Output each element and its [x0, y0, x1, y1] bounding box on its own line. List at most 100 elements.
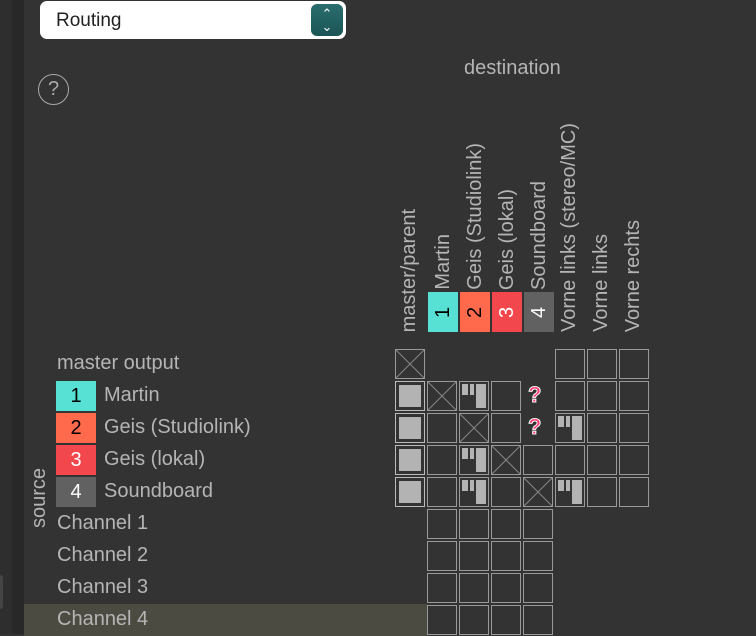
cross-icon — [460, 414, 488, 442]
column-badge: 2 — [460, 292, 490, 332]
column-label: Geis (lokal) — [496, 188, 518, 290]
full-route-icon — [399, 417, 421, 439]
routing-cell-partial[interactable] — [555, 413, 585, 443]
routing-cell-empty[interactable] — [587, 477, 617, 507]
routing-cell-full[interactable] — [395, 445, 425, 475]
partial-route-icon — [462, 448, 486, 472]
column-label: master/parent — [398, 208, 420, 332]
source-row[interactable]: 4 Soundboard — [24, 476, 427, 508]
column-label: Vorne links (stereo/MC) — [558, 123, 580, 332]
column-badge: 3 — [492, 292, 522, 332]
routing-cell-empty[interactable] — [491, 573, 521, 603]
routing-cell-empty[interactable] — [523, 509, 553, 539]
question-icon: ? — [527, 382, 542, 407]
routing-cell-empty[interactable] — [619, 381, 649, 411]
routing-cell-unknown[interactable]: ? — [523, 381, 553, 411]
cross-icon — [428, 382, 456, 410]
column-badge: 1 — [428, 292, 458, 332]
routing-cell-empty[interactable] — [619, 413, 649, 443]
source-badge: 1 — [56, 381, 96, 411]
routing-cell-empty[interactable] — [427, 573, 457, 603]
routing-cell-empty[interactable] — [459, 541, 489, 571]
column-label: Soundboard — [528, 181, 550, 290]
partial-route-icon — [558, 480, 582, 504]
routing-cell-full[interactable] — [395, 413, 425, 443]
source-badge: 2 — [56, 413, 96, 443]
routing-cell-empty[interactable] — [523, 445, 553, 475]
routing-cell-full[interactable] — [395, 381, 425, 411]
source-badge: 3 — [56, 445, 96, 475]
routing-cell-empty[interactable] — [587, 445, 617, 475]
help-button[interactable]: ? — [38, 74, 69, 105]
partial-route-icon — [558, 416, 582, 440]
source-row[interactable]: master output — [24, 348, 427, 380]
routing-cell-empty[interactable] — [523, 573, 553, 603]
routing-cell-empty[interactable] — [459, 573, 489, 603]
routing-cell-empty[interactable] — [491, 413, 521, 443]
routing-cell-partial[interactable] — [459, 381, 489, 411]
routing-cell-empty[interactable] — [491, 477, 521, 507]
routing-cell-empty[interactable] — [619, 477, 649, 507]
source-row[interactable]: 2 Geis (Studiolink) — [24, 412, 427, 444]
column-badge: 4 — [524, 292, 554, 332]
source-label: master output — [57, 352, 180, 374]
routing-cell-x[interactable] — [523, 477, 553, 507]
sidebar-tab[interactable] — [0, 575, 3, 609]
sidebar-divider[interactable] — [12, 0, 24, 634]
chevron-up-down-icon[interactable]: ⌃ ⌄ — [311, 4, 343, 36]
source-label: Channel 3 — [57, 576, 149, 598]
source-row[interactable]: 1 Martin — [24, 380, 427, 412]
column-label: Vorne links — [590, 234, 612, 332]
routing-cell-unknown[interactable]: ? — [523, 413, 553, 443]
full-route-icon — [399, 449, 421, 471]
routing-cell-x[interactable] — [427, 381, 457, 411]
source-label: Geis (lokal) — [104, 448, 206, 470]
routing-cell-empty[interactable] — [459, 605, 489, 635]
cross-icon — [396, 350, 424, 378]
routing-cell-empty[interactable] — [619, 349, 649, 379]
destination-title: destination — [464, 57, 561, 79]
routing-cell-empty[interactable] — [459, 509, 489, 539]
routing-cell-empty[interactable] — [427, 413, 457, 443]
routing-cell-empty[interactable] — [427, 509, 457, 539]
routing-cell-x[interactable] — [459, 413, 489, 443]
routing-cell-empty[interactable] — [523, 605, 553, 635]
source-row[interactable]: Channel 4 — [24, 604, 427, 636]
routing-cell-empty[interactable] — [427, 541, 457, 571]
cross-icon — [524, 478, 552, 506]
mode-select-value: Routing — [56, 10, 122, 31]
column-label: Geis (Studiolink) — [464, 143, 486, 290]
routing-cell-empty[interactable] — [427, 605, 457, 635]
routing-cell-x[interactable] — [395, 349, 425, 379]
partial-route-icon — [462, 480, 486, 504]
routing-cell-empty[interactable] — [491, 605, 521, 635]
source-label: Geis (Studiolink) — [104, 416, 251, 438]
routing-cell-partial[interactable] — [555, 477, 585, 507]
routing-cell-empty[interactable] — [587, 349, 617, 379]
routing-cell-empty[interactable] — [619, 445, 649, 475]
routing-cell-empty[interactable] — [491, 509, 521, 539]
routing-cell-empty[interactable] — [555, 381, 585, 411]
routing-cell-empty[interactable] — [587, 381, 617, 411]
routing-cell-empty[interactable] — [555, 349, 585, 379]
routing-cell-empty[interactable] — [523, 541, 553, 571]
mode-select[interactable]: Routing ⌃ ⌄ — [40, 1, 346, 39]
routing-cell-full[interactable] — [395, 477, 425, 507]
source-row[interactable]: Channel 2 — [24, 540, 427, 572]
routing-cell-empty[interactable] — [491, 541, 521, 571]
source-row[interactable]: Channel 1 — [24, 508, 427, 540]
routing-cell-empty[interactable] — [491, 381, 521, 411]
routing-cell-empty[interactable] — [427, 445, 457, 475]
partial-route-icon — [462, 384, 486, 408]
source-row[interactable]: Channel 3 — [24, 572, 427, 604]
routing-cell-partial[interactable] — [459, 477, 489, 507]
routing-cell-empty[interactable] — [555, 445, 585, 475]
routing-cell-partial[interactable] — [459, 445, 489, 475]
source-row[interactable]: 3 Geis (lokal) — [24, 444, 427, 476]
source-label: Channel 2 — [57, 544, 149, 566]
routing-cell-empty[interactable] — [587, 413, 617, 443]
source-badge: 4 — [56, 477, 96, 507]
routing-cell-x[interactable] — [491, 445, 521, 475]
routing-cell-empty[interactable] — [427, 477, 457, 507]
full-route-icon — [399, 385, 421, 407]
